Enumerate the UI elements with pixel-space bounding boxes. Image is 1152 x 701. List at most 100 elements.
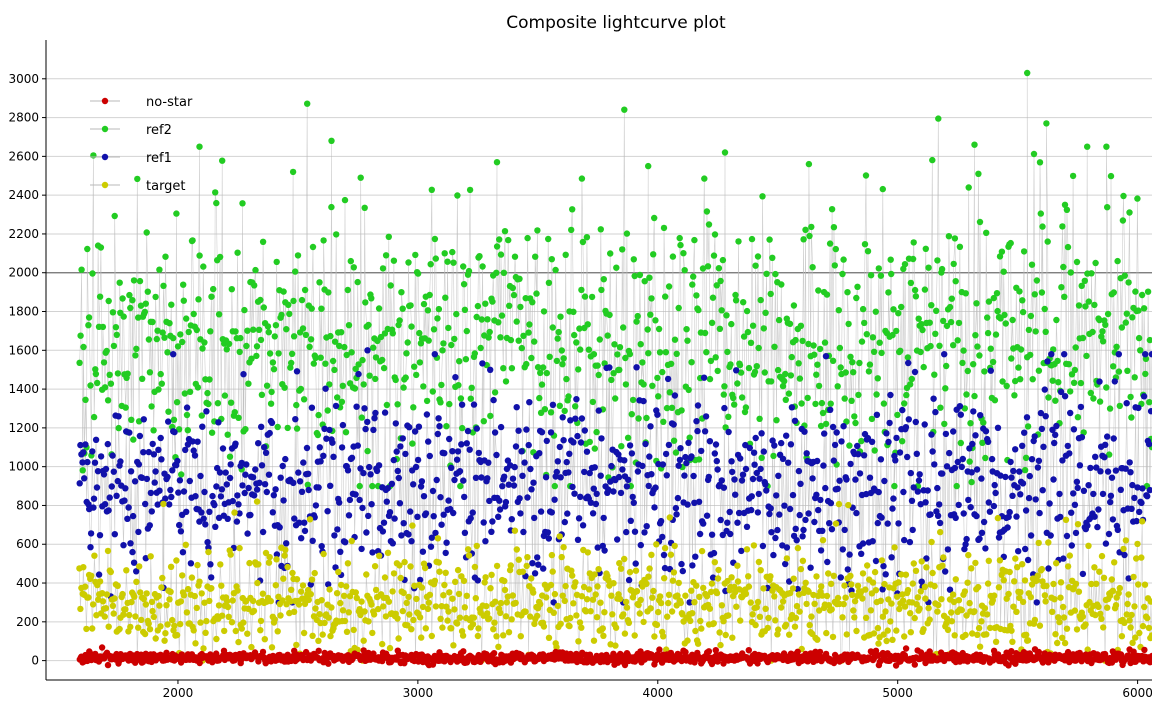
data-point	[720, 484, 728, 491]
data-point	[213, 650, 220, 657]
data-point	[1068, 509, 1075, 516]
data-point	[978, 529, 986, 536]
data-point	[622, 598, 630, 606]
legend-label: target	[146, 179, 186, 194]
data-point	[564, 510, 571, 517]
data-point	[571, 490, 578, 497]
data-point	[545, 235, 552, 243]
data-point	[651, 504, 658, 511]
data-point	[1038, 565, 1046, 573]
data-point	[516, 495, 523, 502]
data-point	[400, 384, 407, 391]
data-point	[459, 632, 467, 639]
data-point	[832, 245, 839, 253]
data-point	[1057, 513, 1064, 521]
data-point	[85, 501, 92, 508]
data-point	[158, 380, 165, 387]
data-point	[597, 599, 604, 606]
data-point	[160, 282, 167, 289]
data-point	[216, 253, 224, 261]
data-point	[962, 541, 969, 548]
data-point	[329, 439, 336, 446]
data-point	[648, 295, 655, 302]
data-point	[1055, 614, 1062, 621]
data-point	[266, 429, 273, 437]
data-point	[418, 634, 425, 641]
data-point	[359, 504, 366, 512]
data-point	[605, 577, 612, 584]
data-point	[970, 408, 977, 415]
data-point	[201, 488, 208, 496]
data-point	[207, 328, 214, 335]
data-point	[356, 482, 363, 490]
data-point	[1046, 500, 1053, 507]
data-point	[710, 620, 717, 627]
data-point	[745, 647, 752, 654]
data-point	[1053, 316, 1060, 324]
data-point	[1068, 542, 1076, 549]
data-point	[325, 614, 332, 621]
data-point	[132, 613, 139, 620]
data-point	[938, 596, 945, 603]
data-point	[705, 221, 713, 228]
data-point	[1022, 507, 1030, 514]
data-point	[396, 500, 404, 507]
data-point	[104, 661, 112, 669]
data-point	[148, 598, 156, 606]
data-point	[486, 497, 493, 505]
data-point	[253, 498, 261, 505]
data-point	[258, 391, 266, 398]
data-point	[260, 304, 267, 311]
data-point	[1063, 532, 1071, 540]
data-point	[859, 305, 867, 313]
data-point	[874, 624, 882, 632]
data-point	[1146, 486, 1152, 494]
data-point	[650, 251, 657, 258]
data-point	[844, 289, 851, 296]
data-point	[925, 604, 932, 612]
data-point	[328, 137, 335, 144]
data-point	[1107, 498, 1114, 506]
data-point	[419, 603, 427, 611]
data-point	[320, 237, 327, 244]
data-point	[1038, 425, 1046, 433]
data-point	[174, 343, 182, 350]
data-point	[397, 443, 404, 450]
data-point	[645, 482, 652, 490]
data-point	[625, 576, 633, 584]
data-point	[623, 483, 631, 490]
data-point	[328, 203, 335, 211]
data-point	[354, 442, 361, 449]
data-point	[127, 623, 134, 631]
data-point	[662, 450, 670, 458]
axes: 0200400600800100012001400160018002000220…	[8, 40, 1152, 700]
data-point	[768, 529, 775, 536]
data-point	[343, 351, 350, 359]
data-point	[110, 468, 118, 475]
data-point	[469, 429, 476, 436]
data-point	[1120, 545, 1127, 553]
data-point	[902, 645, 910, 652]
data-point	[471, 350, 478, 357]
data-point	[473, 313, 480, 321]
data-point	[786, 320, 794, 327]
data-point	[701, 329, 709, 337]
data-point	[725, 612, 732, 619]
data-point	[1088, 580, 1095, 588]
data-point	[865, 368, 873, 375]
data-point	[885, 289, 892, 296]
data-point	[901, 633, 908, 640]
data-point	[732, 291, 739, 299]
legend-label: ref1	[146, 151, 172, 166]
data-point	[912, 567, 920, 574]
data-point	[232, 328, 239, 335]
data-point	[410, 404, 417, 411]
data-point	[813, 371, 820, 378]
data-point	[1089, 328, 1096, 336]
data-point	[771, 343, 778, 350]
data-point	[610, 370, 617, 377]
data-point	[901, 603, 909, 610]
data-point	[688, 587, 695, 594]
data-point	[671, 392, 679, 399]
data-point	[180, 297, 187, 304]
